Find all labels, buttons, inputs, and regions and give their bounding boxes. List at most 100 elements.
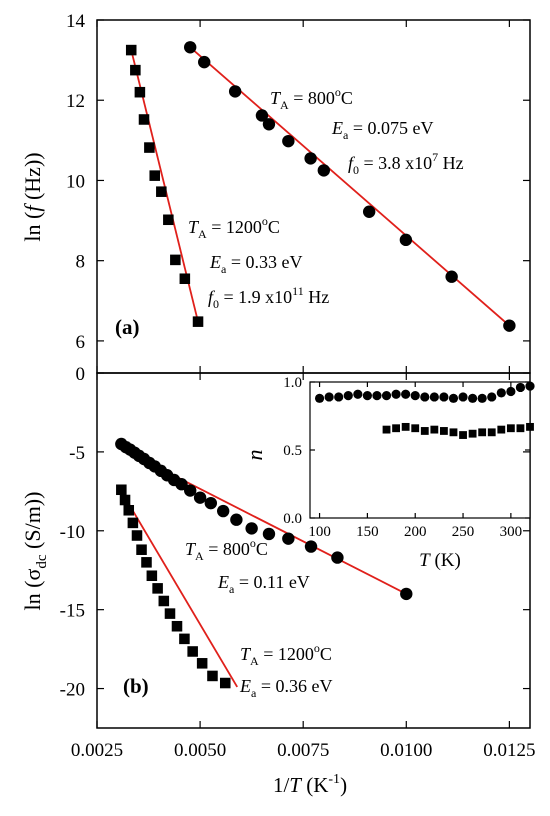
svg-text:TA = 1200oC: TA = 1200oC (240, 641, 332, 668)
panel-b-inset-series-1-point-12 (497, 425, 506, 434)
panel-b-inset-series-0-point-8 (391, 389, 401, 399)
panel-b-inset-series-0-point-14 (448, 393, 459, 403)
panel-b-inset-series-0-point-19 (496, 388, 506, 398)
panel-b-y-tick-label-3: -15 (60, 601, 85, 622)
panel-b-inset-series-1-point-8 (459, 431, 467, 439)
panel-b-fit-line-1 (120, 490, 238, 688)
panel-a-series-0-point-10 (445, 270, 458, 283)
x-axis-label: 1/T (K-1) (273, 772, 347, 797)
panel-a-series-1-point-8 (170, 254, 181, 266)
annotation-b-1200: TA = 1200oC Ea = 0.36 eV (239, 641, 332, 700)
panel-a-series-0-point-1 (198, 55, 211, 69)
panel-b-series-1-point-0 (116, 484, 127, 496)
panel-a-y-tick-label-4: 14 (66, 11, 86, 32)
annotation-a-1200: TA = 1200oC Ea = 0.33 eV f0 = 1.9 x1011 … (188, 214, 329, 311)
annotation-b-800: TA = 800oC Ea = 0.11 eV (185, 536, 310, 596)
panel-b-inset-series-0-point-2 (334, 392, 344, 402)
inset-xlabel: T (K) (419, 550, 461, 571)
panel-b-series-1-point-16 (219, 677, 231, 689)
panel-b-series-1-point-9 (158, 595, 170, 607)
inset-frame (309, 381, 531, 519)
panel-a-series-1-point-7 (163, 214, 174, 226)
panel-b-inset-series-0-point-21 (515, 382, 526, 393)
svg-text:Ea = 0.36 eV: Ea = 0.36 eV (239, 676, 332, 700)
panel-b-inset-series-1-point-15 (526, 422, 534, 431)
panel-b-inset-series-0-point-10 (410, 391, 420, 401)
panel-b-series-1-point-3 (127, 517, 139, 529)
panel-a-series-1-point-6 (156, 186, 167, 197)
panel-a-series-1-point-9 (179, 273, 191, 285)
panel-b-series-0-point-20 (304, 540, 318, 553)
panel-b-inset-series-0-point-3 (343, 391, 353, 401)
panel-b-series-1-point-15 (207, 670, 218, 682)
panel-a-ylabel: ln (f (Hz)) (20, 152, 45, 241)
svg-text:TA = 1200oC: TA = 1200oC (188, 214, 280, 241)
panel-b-x-tick-label-3: 0.0100 (380, 740, 432, 761)
panel-b-inset-series-1-point-9 (468, 429, 477, 438)
panel-a-series-1-point-10 (192, 316, 204, 327)
panel-a-label: (a) (115, 315, 140, 339)
panel-b-x-tick-label-0: 0.0025 (71, 740, 123, 761)
panel-a-series-1-point-4 (144, 142, 155, 153)
panel-b-series-1-point-2 (123, 504, 135, 516)
panel-b-inset-y-tick-label-2: 1.0 (283, 375, 302, 391)
panel-b-series-1-point-11 (171, 620, 183, 632)
panel-b-inset-series-0-point-22 (525, 381, 535, 391)
panel-b-inset-series-1-point-5 (430, 425, 439, 434)
panel-a-y-tick-label-2: 10 (66, 171, 85, 192)
panel-b-inset-series-0-point-0 (314, 393, 325, 403)
panel-b-inset-series-0-point-7 (381, 391, 392, 401)
svg-text:Ea = 0.075 eV: Ea = 0.075 eV (331, 118, 433, 142)
panel-b-series-1-point-1 (119, 494, 131, 506)
panel-b-y-tick-label-4: -20 (60, 680, 85, 701)
panel-b-series-1-point-5 (136, 544, 147, 555)
panel-b-inset-series-0-point-6 (372, 391, 382, 401)
panel-a-y-tick-label-1: 8 (76, 252, 86, 273)
panel-b-inset-series-1-point-10 (478, 428, 487, 437)
panel-b-y-tick-label-2: -10 (60, 522, 85, 543)
panel-b-inset-series-1-point-6 (440, 427, 448, 435)
panel-b-inset-series-1-point-7 (449, 428, 458, 437)
panel-a-series-0-point-6 (304, 152, 317, 165)
svg-text:Ea = 0.11 eV: Ea = 0.11 eV (217, 572, 310, 596)
inset-ylabel: n (242, 450, 267, 461)
panel-b-series-0-point-13 (193, 491, 207, 504)
fit-lines-layer (120, 46, 510, 688)
panel-b-inset-series-0-point-18 (487, 392, 497, 402)
panel-b-inset-series-0-point-15 (458, 392, 468, 402)
panel-b-series-1-point-4 (131, 530, 143, 541)
panel-a-series-0-point-7 (317, 164, 331, 177)
panel-b-inset-y-tick-label-1: 0.5 (283, 443, 302, 459)
panel-b-inset-y-tick-label-0: 0.0 (283, 511, 302, 527)
data-marks-layer (115, 41, 535, 689)
panel-a-series-1-point-3 (138, 114, 150, 125)
panel-b-inset-series-1-point-4 (420, 427, 429, 435)
panel-b-inset-series-0-point-1 (324, 392, 334, 402)
svg-text:TA = 800oC: TA = 800oC (185, 536, 268, 563)
panel-b-series-1-point-14 (196, 658, 208, 669)
panel-b-inset-series-0-point-16 (468, 393, 478, 403)
panel-b-series-0-point-11 (175, 478, 188, 491)
svg-text:Ea = 0.33 eV: Ea = 0.33 eV (209, 252, 302, 276)
panel-b-series-0-point-19 (282, 532, 295, 545)
panel-b-inset-series-0-point-17 (477, 393, 487, 403)
panel-a-series-0-point-11 (503, 319, 516, 332)
panel-b-frame (96, 372, 531, 729)
panel-b-series-0-point-21 (331, 551, 344, 564)
svg-text:f0 = 1.9 x1011 Hz: f0 = 1.9 x1011 Hz (208, 284, 329, 311)
panel-b-series-0-point-16 (230, 513, 243, 526)
ticks-layer (96, 19, 530, 728)
panel-b-inset-x-tick-label-4: 300 (500, 524, 523, 540)
svg-text:TA = 800oC: TA = 800oC (270, 85, 353, 112)
panel-b-y-tick-label-0: 0 (76, 364, 86, 385)
panel-b-inset-series-1-point-0 (382, 425, 391, 434)
panel-b-series-0-point-14 (204, 496, 218, 510)
panel-b-inset-series-1-point-2 (401, 422, 410, 431)
panel-a-series-0-point-9 (399, 233, 413, 247)
panel-b-y-tick-label-1: -5 (69, 443, 85, 464)
panel-b-series-1-point-13 (187, 646, 198, 657)
panel-b-series-1-point-6 (141, 557, 152, 568)
panel-b-series-0-point-17 (245, 522, 258, 535)
